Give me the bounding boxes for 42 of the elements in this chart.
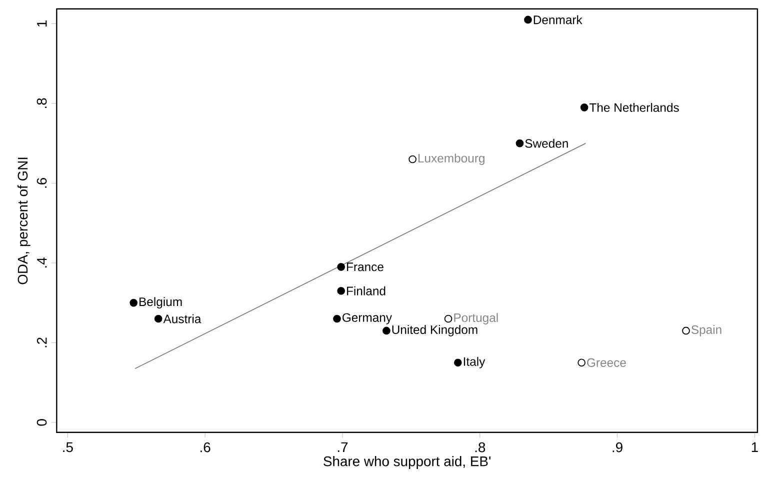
point	[444, 314, 452, 323]
point	[333, 314, 341, 323]
point	[337, 262, 346, 271]
x-tick-label: 1	[752, 442, 758, 452]
annotation: The Netherlands	[589, 102, 679, 112]
x-axis-title: Share who support aid, EB'	[324, 456, 490, 469]
annotation: Greece	[587, 358, 626, 367]
annotation: Spain	[691, 324, 722, 336]
y-tick-label: .4	[37, 258, 47, 268]
x-tick-label: .8	[475, 442, 486, 452]
point	[682, 326, 690, 335]
x-tick-label: .6	[200, 442, 210, 452]
x-tick-label: .7	[338, 442, 348, 452]
point	[578, 358, 586, 366]
annotation: Denmark	[534, 15, 582, 24]
annotation: Belgium	[140, 297, 182, 308]
point	[154, 314, 162, 323]
annotation: France	[347, 262, 384, 272]
annotation: Austria	[163, 314, 202, 324]
point	[580, 103, 588, 112]
annotation: Italy	[464, 356, 486, 368]
y-tick-label: .2	[36, 338, 47, 348]
point	[337, 286, 346, 295]
y-tick-label: .6	[36, 178, 47, 188]
annotation: Luxembourg	[418, 154, 484, 165]
annotation: United Kingdom	[392, 324, 478, 336]
y-tick-label: .8	[36, 98, 47, 108]
annotation: Sweden	[525, 138, 568, 148]
point	[454, 358, 462, 366]
point	[516, 139, 524, 148]
annotation: Finland	[347, 286, 386, 296]
annotation: Germany	[342, 313, 392, 324]
point	[382, 326, 390, 335]
y-tick-label: 0	[36, 419, 47, 426]
annotation: Portugal	[454, 313, 498, 324]
x-tick-label: .5	[63, 442, 73, 452]
point	[408, 155, 416, 164]
point	[130, 298, 138, 307]
y-axis-title: ODA, percent of GNI	[17, 158, 30, 284]
x-tick-label: .9	[612, 442, 622, 452]
point	[524, 16, 532, 24]
y-tick-label: 1	[37, 20, 47, 26]
